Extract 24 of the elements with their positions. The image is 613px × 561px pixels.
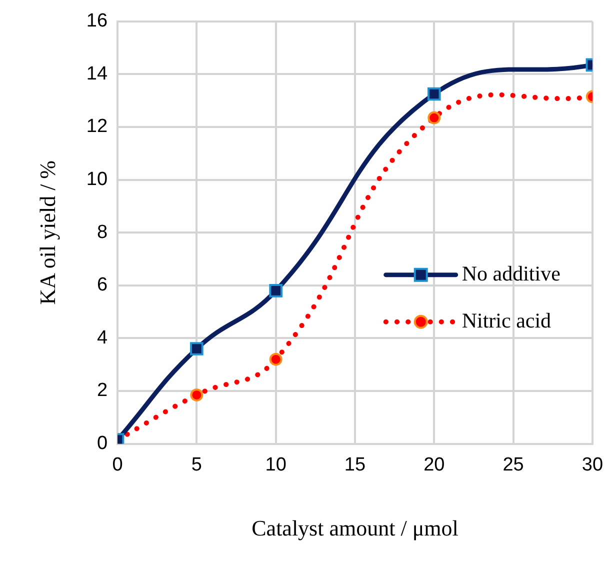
- legend-label: No additive: [462, 261, 560, 286]
- y-tick-label: 0: [96, 433, 108, 454]
- x-axis-title: Catalyst amount / μmol: [252, 516, 458, 541]
- point: [190, 388, 204, 402]
- y-tick-label: 16: [86, 10, 108, 32]
- x-tick-label: 5: [191, 454, 202, 476]
- y-tick-label: 4: [96, 327, 108, 348]
- point: [269, 352, 282, 366]
- y-tick-label: 2: [96, 380, 108, 402]
- x-tick-label: 20: [424, 454, 445, 476]
- x-tick-label: 15: [344, 454, 366, 476]
- y-axis-title: KA oil yield / %: [34, 160, 60, 305]
- x-tick-label: 10: [265, 454, 286, 476]
- legend-label: Nitric acid: [462, 308, 552, 332]
- y-tick-label: 8: [96, 222, 108, 243]
- point: [269, 284, 282, 298]
- y-tick-label: 12: [86, 116, 108, 138]
- x-tick-label: 25: [502, 454, 524, 476]
- point: [190, 342, 204, 356]
- y-tick-label: 10: [86, 169, 108, 190]
- y-tick-label: 6: [96, 274, 108, 296]
- x-tick-label: 30: [582, 454, 604, 476]
- x-tick-label: 0: [112, 454, 123, 476]
- y-tick-label: 14: [86, 63, 108, 84]
